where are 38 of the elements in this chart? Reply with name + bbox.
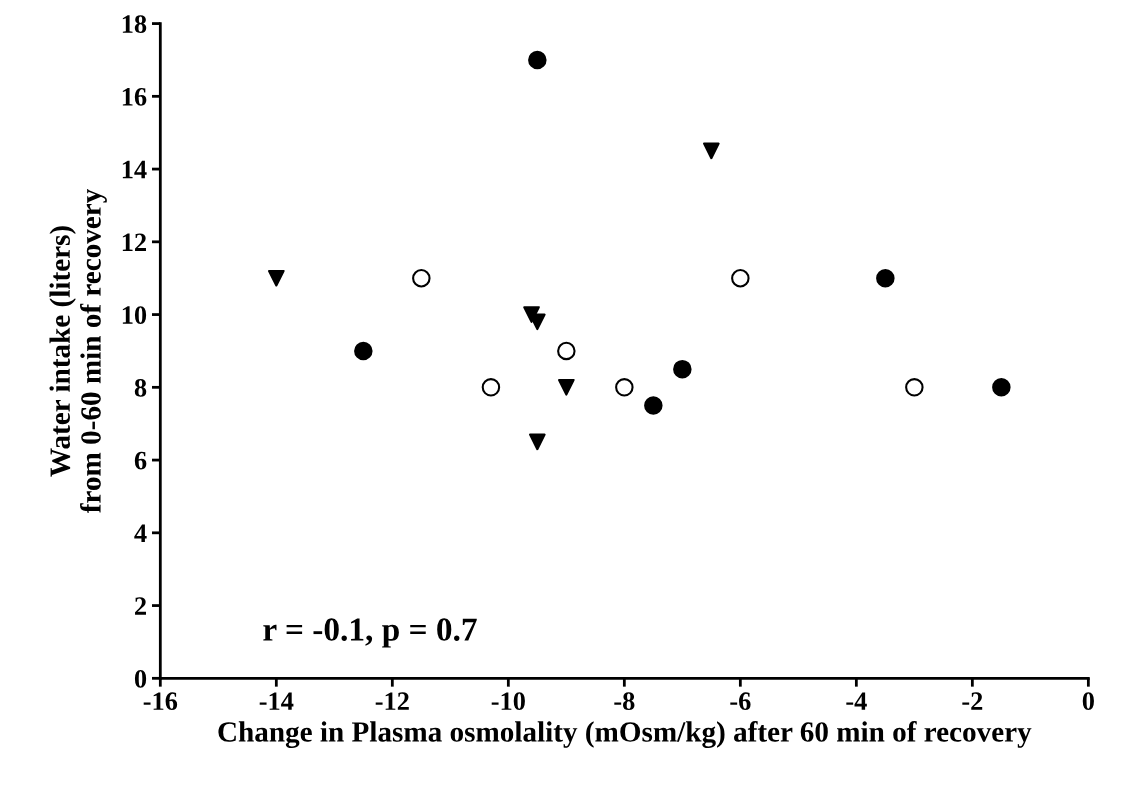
x-tick-label: -14 xyxy=(259,692,294,710)
y-tick-label: 18 xyxy=(122,15,147,33)
x-tick-label: -2 xyxy=(962,692,983,710)
x-tick-label: -10 xyxy=(491,692,525,711)
x-tick-label: -4 xyxy=(846,692,867,710)
point xyxy=(703,142,720,160)
y-tick-label: 12 xyxy=(122,233,146,251)
point xyxy=(644,396,663,415)
x-tick-label: -16 xyxy=(143,692,178,711)
y-tick-label: 10 xyxy=(122,306,147,324)
point xyxy=(905,378,924,397)
x-tick-label: -12 xyxy=(375,692,409,710)
point xyxy=(673,359,692,379)
point xyxy=(731,268,750,288)
y-tick-label: 16 xyxy=(122,88,147,106)
point xyxy=(992,378,1011,397)
point xyxy=(268,269,285,287)
x-tick-label: -6 xyxy=(730,692,751,711)
point xyxy=(615,378,634,397)
point xyxy=(481,378,501,397)
annotation: r = -0.1, p = 0.7 xyxy=(263,618,477,648)
y-tick-label: 8 xyxy=(134,378,147,397)
point xyxy=(528,50,547,70)
point xyxy=(557,341,576,361)
point xyxy=(354,341,373,361)
x-tick-label: -8 xyxy=(614,692,635,711)
point xyxy=(876,268,895,288)
y-tick-label: 0 xyxy=(134,669,147,688)
y-tick-label: 6 xyxy=(134,451,147,470)
point xyxy=(558,379,575,396)
y-tick-label: 2 xyxy=(135,597,146,615)
y-tick-label: 4 xyxy=(134,524,147,542)
x-axis-title: Change in Plasma osmolality (mOsm/kg) after 60 min of recovery xyxy=(218,721,1032,748)
point xyxy=(412,268,431,288)
x-tick-label: 0 xyxy=(1082,692,1094,711)
y-axis-title: Water intake (liters) from 0-60 min of recovery xyxy=(49,188,107,514)
point xyxy=(529,433,546,451)
y-tick-label: 14 xyxy=(122,160,147,179)
